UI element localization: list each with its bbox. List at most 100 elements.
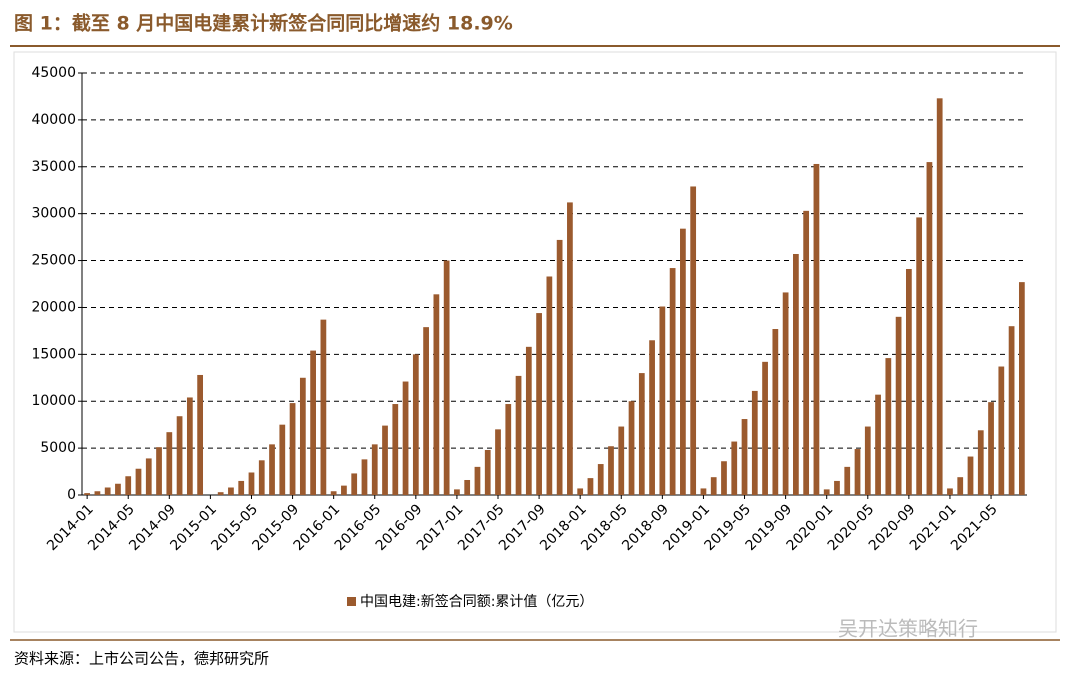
bar: [495, 429, 501, 495]
bar: [104, 487, 111, 495]
bar: [145, 458, 152, 495]
bar: [454, 489, 460, 495]
bar: [905, 268, 912, 495]
bar: [94, 491, 101, 495]
bar: [186, 397, 193, 495]
bar: [330, 491, 337, 495]
bar: [957, 477, 964, 495]
bar: [977, 430, 984, 495]
watermark: 吴开达策略知行: [838, 617, 978, 641]
bar: [1008, 326, 1015, 495]
bar: [299, 377, 306, 495]
bar: [700, 488, 707, 495]
bar: [659, 306, 666, 495]
bar: [834, 480, 840, 495]
bar: [926, 162, 933, 496]
bar: [228, 487, 234, 495]
bar: [710, 477, 717, 495]
legend-label: 中国电建:新签合同额:累计值（亿元）: [360, 593, 593, 610]
bar: [402, 381, 409, 495]
bar: [341, 485, 347, 495]
bar: [156, 447, 162, 495]
y-tick-label: 15000: [31, 346, 76, 362]
bar: [741, 419, 748, 495]
y-tick-label: 0: [67, 487, 76, 503]
bar: [351, 473, 358, 495]
bar: [680, 228, 686, 495]
bar: [751, 390, 758, 495]
bar: [998, 366, 1005, 495]
bar: [464, 479, 471, 495]
bar: [885, 358, 892, 495]
bar: [1018, 282, 1025, 495]
bar: [690, 186, 697, 495]
bar: [166, 432, 173, 495]
bar: [289, 403, 296, 495]
bar: [793, 253, 799, 495]
y-tick-label: 40000: [31, 112, 76, 128]
bar: [936, 98, 943, 495]
bar: [217, 492, 224, 495]
bar: [854, 449, 861, 495]
bar: [310, 350, 316, 495]
bar: [638, 373, 645, 495]
bar: [135, 468, 142, 495]
y-tick-label: 5000: [40, 440, 76, 456]
y-tick-label: 10000: [31, 393, 76, 409]
bar: [649, 340, 655, 495]
bar: [844, 466, 851, 495]
y-tick-label: 30000: [31, 206, 76, 222]
bar: [382, 425, 388, 495]
chart-frame: [13, 51, 1057, 633]
bar: [721, 461, 727, 495]
bar: [361, 459, 368, 495]
bar: [515, 375, 522, 495]
bar: [258, 460, 265, 495]
chart-title: 图 1：截至 8 月中国电建累计新签合同同比增速约 18.9%: [14, 12, 513, 35]
bar: [84, 493, 91, 495]
bar: [782, 292, 789, 495]
bar: [988, 402, 994, 495]
bar: [536, 313, 542, 495]
y-tick-label: 45000: [31, 65, 76, 81]
source-note: 资料来源：上市公司公告，德邦研究所: [14, 650, 269, 668]
bar: [279, 424, 286, 495]
bar: [197, 374, 204, 495]
bar: [813, 163, 820, 495]
y-tick-label: 20000: [31, 299, 76, 315]
bar: [238, 480, 245, 495]
bar: [618, 426, 625, 495]
bar: [803, 210, 810, 495]
bar: [628, 401, 635, 495]
bar: [505, 404, 512, 495]
bar: [443, 260, 450, 495]
bar: [772, 329, 779, 495]
y-tick-label: 25000: [31, 253, 76, 269]
bar: [423, 327, 429, 495]
legend-swatch: [347, 597, 356, 606]
bar: [967, 456, 974, 495]
bar: [597, 464, 604, 495]
bar: [484, 449, 491, 495]
bar: [320, 319, 327, 495]
bar: [115, 483, 121, 495]
y-tick-label: 35000: [31, 159, 76, 175]
bar: [947, 488, 953, 495]
bar: [176, 416, 183, 495]
bar: [669, 268, 676, 495]
bar: [546, 276, 553, 495]
bar: [248, 472, 255, 495]
bar: [269, 444, 275, 495]
bar: [392, 404, 399, 495]
bar: [412, 354, 419, 495]
bar: [433, 294, 440, 495]
bar: [762, 361, 768, 495]
bar: [875, 394, 881, 495]
bar: [587, 478, 594, 495]
bar: [567, 202, 573, 495]
bar: [125, 476, 132, 495]
bar: [525, 346, 532, 495]
bar: [916, 217, 923, 495]
bar: [608, 446, 614, 495]
